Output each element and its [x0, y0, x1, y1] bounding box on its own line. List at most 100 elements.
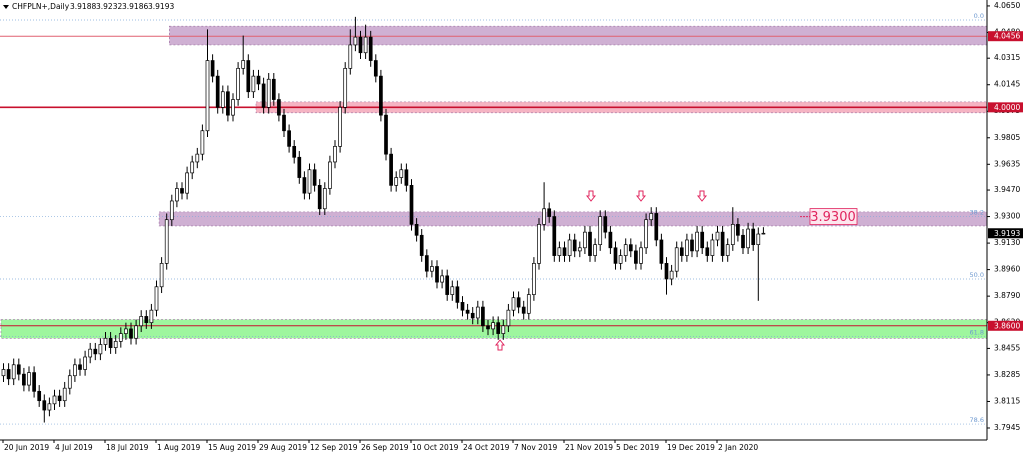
- y-tick-label: 3.8115: [994, 396, 1020, 405]
- header-low: 3.9186: [122, 2, 148, 11]
- level-label: 4.0000: [994, 103, 1020, 112]
- zone: [169, 25, 988, 46]
- candle-body: [307, 169, 312, 194]
- candle-body: [669, 270, 674, 280]
- candle-body: [399, 169, 404, 178]
- fib-label: 61.8: [970, 329, 984, 337]
- candle-body: [562, 247, 567, 256]
- candle-body: [567, 239, 572, 256]
- candle-body: [588, 231, 592, 256]
- down-arrow: [696, 190, 708, 202]
- candle-body: [328, 161, 332, 189]
- candle-body: [450, 286, 455, 295]
- candle-body: [491, 322, 495, 330]
- candle-body: [715, 231, 720, 241]
- y-tick-label: 3.9470: [994, 185, 1020, 194]
- candle-body: [129, 328, 133, 339]
- candle-body: [761, 232, 766, 235]
- candle-body: [22, 373, 26, 386]
- candle-body: [113, 341, 118, 348]
- candle-body: [695, 231, 699, 252]
- y-tick-label: 3.9635: [994, 159, 1020, 168]
- candle-body: [373, 60, 378, 77]
- candle-body: [103, 337, 108, 345]
- candle-body: [501, 325, 506, 334]
- y-tick-label: 3.8285: [994, 370, 1020, 379]
- candle-body: [251, 75, 256, 93]
- x-tick-label: 21 Nov 2019: [565, 443, 613, 452]
- candle-body: [47, 403, 52, 411]
- candle-body: [62, 387, 67, 402]
- candle-body: [67, 375, 72, 389]
- candle-body: [236, 67, 240, 100]
- candle-body: [195, 153, 200, 163]
- candle-body: [516, 297, 521, 308]
- candle-body: [1, 369, 6, 377]
- header-open: 3.9188: [70, 2, 96, 11]
- candle-body: [261, 83, 266, 108]
- candle-body: [312, 169, 317, 186]
- candle-body: [118, 333, 123, 342]
- candle-body: [649, 213, 654, 221]
- candle-body: [557, 247, 562, 256]
- candle-body: [654, 213, 659, 241]
- candle-body: [409, 185, 414, 225]
- candle-body: [496, 322, 501, 334]
- candle-body: [180, 188, 184, 194]
- candle-body: [720, 231, 725, 256]
- candle-body: [220, 91, 225, 108]
- candle-body: [78, 364, 82, 370]
- candle-body: [756, 233, 761, 246]
- x-tick-label: 5 Dec 2019: [616, 443, 659, 452]
- candle-body: [11, 364, 16, 380]
- fib-label: 0.0: [974, 12, 984, 20]
- menu-triangle: [3, 5, 9, 9]
- candle-body: [246, 60, 251, 93]
- x-tick-label: 19 Dec 2019: [667, 443, 715, 452]
- chart-title: CHFPLN+,Daily: [12, 2, 70, 11]
- candle-body: [266, 78, 271, 108]
- candle-body: [353, 36, 358, 46]
- candle-body: [88, 348, 93, 358]
- candle-body: [6, 369, 11, 380]
- candle-body: [644, 219, 648, 249]
- down-arrow: [585, 190, 597, 202]
- candle-body: [389, 153, 393, 186]
- candle-body: [16, 364, 21, 375]
- y-tick-label: 3.8790: [994, 291, 1020, 300]
- candle-body: [414, 224, 419, 236]
- candle-body: [705, 247, 710, 256]
- candle-body: [169, 200, 174, 221]
- candle-body: [27, 372, 31, 386]
- candle-body: [465, 309, 470, 314]
- level-label-box: [988, 102, 1023, 113]
- candle-body: [322, 188, 327, 210]
- candle-body: [537, 224, 541, 264]
- candle-body: [572, 239, 577, 252]
- fib-label: 78.6: [970, 416, 984, 424]
- candle-body: [608, 231, 613, 249]
- candle-body: [159, 263, 164, 288]
- candle-body: [424, 255, 429, 272]
- y-tick-label: 4.0315: [994, 53, 1020, 62]
- candle-body: [144, 316, 149, 324]
- candle-body: [297, 156, 302, 178]
- x-tick-label: 15 Aug 2019: [208, 443, 256, 452]
- y-tick-label: 4.0145: [994, 80, 1020, 89]
- candle-body: [358, 36, 363, 54]
- candle-body: [475, 306, 480, 319]
- candle-body: [287, 130, 291, 147]
- level-label: 3.8600: [994, 321, 1020, 330]
- candle-body: [521, 306, 526, 314]
- candle-body: [577, 247, 582, 252]
- candle-body: [486, 325, 490, 330]
- candle-body: [419, 234, 424, 256]
- candle-body: [639, 247, 643, 264]
- candle-body: [730, 224, 735, 246]
- candle-body: [149, 309, 154, 324]
- candle-body: [302, 177, 307, 194]
- candle-body: [256, 75, 261, 85]
- x-tick-label: 18 Jul 2019: [106, 443, 149, 452]
- candle-body: [333, 146, 337, 163]
- header-close: 3.9193: [148, 2, 174, 11]
